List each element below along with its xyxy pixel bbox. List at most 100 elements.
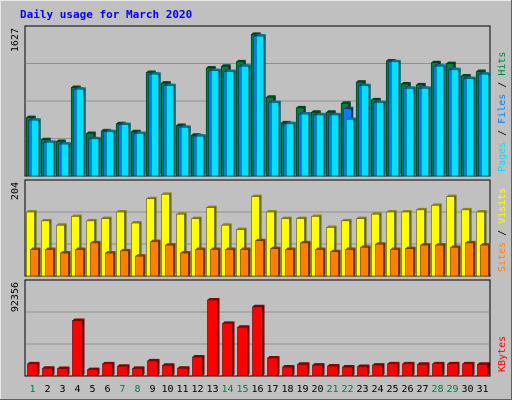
bar-sites-day-31-side <box>488 243 491 276</box>
bar-visits-day-27-top <box>416 207 427 210</box>
bar-hits-day-17-top <box>266 95 276 98</box>
bar-pages-day-19-side <box>308 112 311 176</box>
bar-sites-day-5 <box>90 240 101 277</box>
bar-pages-day-9-top <box>151 72 161 75</box>
bar-kbytes-day-7-side <box>127 364 130 376</box>
bar-pages-day-18-side <box>293 121 296 176</box>
bar-kbytes-day-14 <box>222 321 235 377</box>
bar-sites-day-2-face <box>45 249 54 277</box>
bar-kbytes-day-21-face <box>327 365 338 377</box>
bar-sites-day-29-top <box>450 245 461 248</box>
bar-visits-day-6-top <box>101 216 112 219</box>
x-tick-label: 17 <box>266 384 278 395</box>
bar-hits-day-30-top <box>461 73 471 76</box>
bar-kbytes-day-3-top <box>57 366 70 369</box>
bar-kbytes-day-3-side <box>67 366 70 376</box>
bar-visits-day-10-top <box>161 192 172 195</box>
x-tick-label: 12 <box>191 384 203 395</box>
bar-pages-day-3-top <box>61 142 71 145</box>
bar-kbytes-day-24-top <box>372 363 385 366</box>
bar-hits-day-24-top <box>371 97 381 100</box>
bar-kbytes-day-21-side <box>337 364 340 376</box>
bar-pages-day-5 <box>90 136 101 177</box>
bar-kbytes-day-30-top <box>462 361 475 364</box>
bar-kbytes-day-13-top <box>207 297 220 300</box>
bar-sites-day-3 <box>60 251 71 277</box>
bar-pages-day-15-side <box>248 64 251 176</box>
bar-sites-day-20 <box>315 247 326 277</box>
bar-sites-day-16-face <box>255 240 264 277</box>
bar-kbytes-day-8-face <box>132 368 143 377</box>
bar-hits-day-10-top <box>161 81 171 84</box>
bar-pages-day-21-top <box>331 112 341 115</box>
legend-entry: / <box>497 76 508 94</box>
legend-hits-files-pages: Pages / Files / Hits <box>497 52 508 172</box>
bar-sites-day-3-top <box>60 251 71 254</box>
bar-pages-day-27-top <box>421 86 431 89</box>
bar-sites-day-25 <box>390 247 401 277</box>
bar-sites-day-28-face <box>435 244 444 277</box>
bar-kbytes-day-29-top <box>447 361 460 364</box>
bar-kbytes-day-26-face <box>402 363 413 377</box>
x-tick-label: 7 <box>119 384 125 395</box>
bar-pages-day-12 <box>195 134 206 177</box>
bar-pages-day-1 <box>30 118 41 177</box>
bar-pages-day-10-side <box>173 83 176 176</box>
bar-sites-day-20-face <box>315 249 324 277</box>
bar-pages-day-15-top <box>241 64 251 67</box>
bar-visits-day-25-top <box>386 210 397 213</box>
chart-title: Daily usage for March 2020 <box>20 8 192 21</box>
bar-kbytes-day-18-face <box>282 366 293 377</box>
bar-pages-day-3 <box>60 142 71 177</box>
bar-hits-day-23-top <box>356 80 366 83</box>
x-tick-label: 3 <box>59 384 65 395</box>
bar-kbytes-day-12 <box>192 354 205 377</box>
bar-pages-day-26-face <box>405 88 415 177</box>
bar-sites-day-3-side <box>68 251 71 276</box>
bar-pages-day-21-side <box>338 112 341 176</box>
bar-pages-day-16-face <box>255 35 265 177</box>
bar-hits-day-19-top <box>296 105 306 108</box>
bar-sites-day-27-top <box>420 243 431 246</box>
bar-visits-day-11-top <box>176 212 187 215</box>
bar-pages-day-14-face <box>225 71 235 177</box>
bar-sites-day-7-face <box>120 250 129 277</box>
bar-kbytes-day-24 <box>372 363 385 377</box>
bar-hits-day-9-top <box>146 70 156 73</box>
x-tick-label: 27 <box>416 384 428 395</box>
bar-visits-day-5-top <box>86 218 97 221</box>
x-tick-label: 26 <box>401 384 413 395</box>
x-tick-label: 31 <box>476 384 488 395</box>
x-tick-label: 1 <box>29 384 35 395</box>
bar-kbytes-day-17-side <box>277 355 280 376</box>
bar-kbytes-day-5-side <box>97 367 100 376</box>
bar-pages-day-18-top <box>286 121 296 124</box>
bar-kbytes-day-6 <box>102 361 115 377</box>
bar-pages-day-1-face <box>30 119 40 177</box>
bar-pages-day-8-top <box>136 131 146 134</box>
bar-kbytes-day-12-face <box>192 356 203 377</box>
x-tick-label: 13 <box>206 384 218 395</box>
bar-sites-day-24-side <box>383 242 386 276</box>
bar-visits-day-4-top <box>71 214 82 217</box>
bar-pages-day-15-face <box>240 65 250 177</box>
legend-kbytes: KBytes <box>497 336 508 372</box>
bar-pages-day-7-face <box>120 124 130 177</box>
bar-pages-day-30-top <box>466 76 476 79</box>
bar-pages-day-24-top <box>376 100 386 103</box>
bar-sites-day-13 <box>210 247 221 277</box>
bar-pages-day-31-face <box>480 73 490 177</box>
bar-pages-day-6-top <box>106 129 116 132</box>
bar-kbytes-day-8-top <box>132 366 145 369</box>
bar-pages-day-24 <box>375 100 386 177</box>
bar-kbytes-day-23-side <box>367 364 370 376</box>
bar-kbytes-day-22 <box>342 365 355 377</box>
bar-pages-day-5-top <box>91 136 101 139</box>
bar-kbytes-day-20-face <box>312 364 323 377</box>
bar-sites-day-11-top <box>180 251 191 254</box>
bar-kbytes-day-31-face <box>477 364 488 377</box>
axis-max-label: 92356 <box>10 282 21 312</box>
bar-hits-day-14-top <box>221 64 231 67</box>
bar-sites-day-8-top <box>135 254 146 257</box>
bar-pages-day-6-face <box>105 131 115 177</box>
